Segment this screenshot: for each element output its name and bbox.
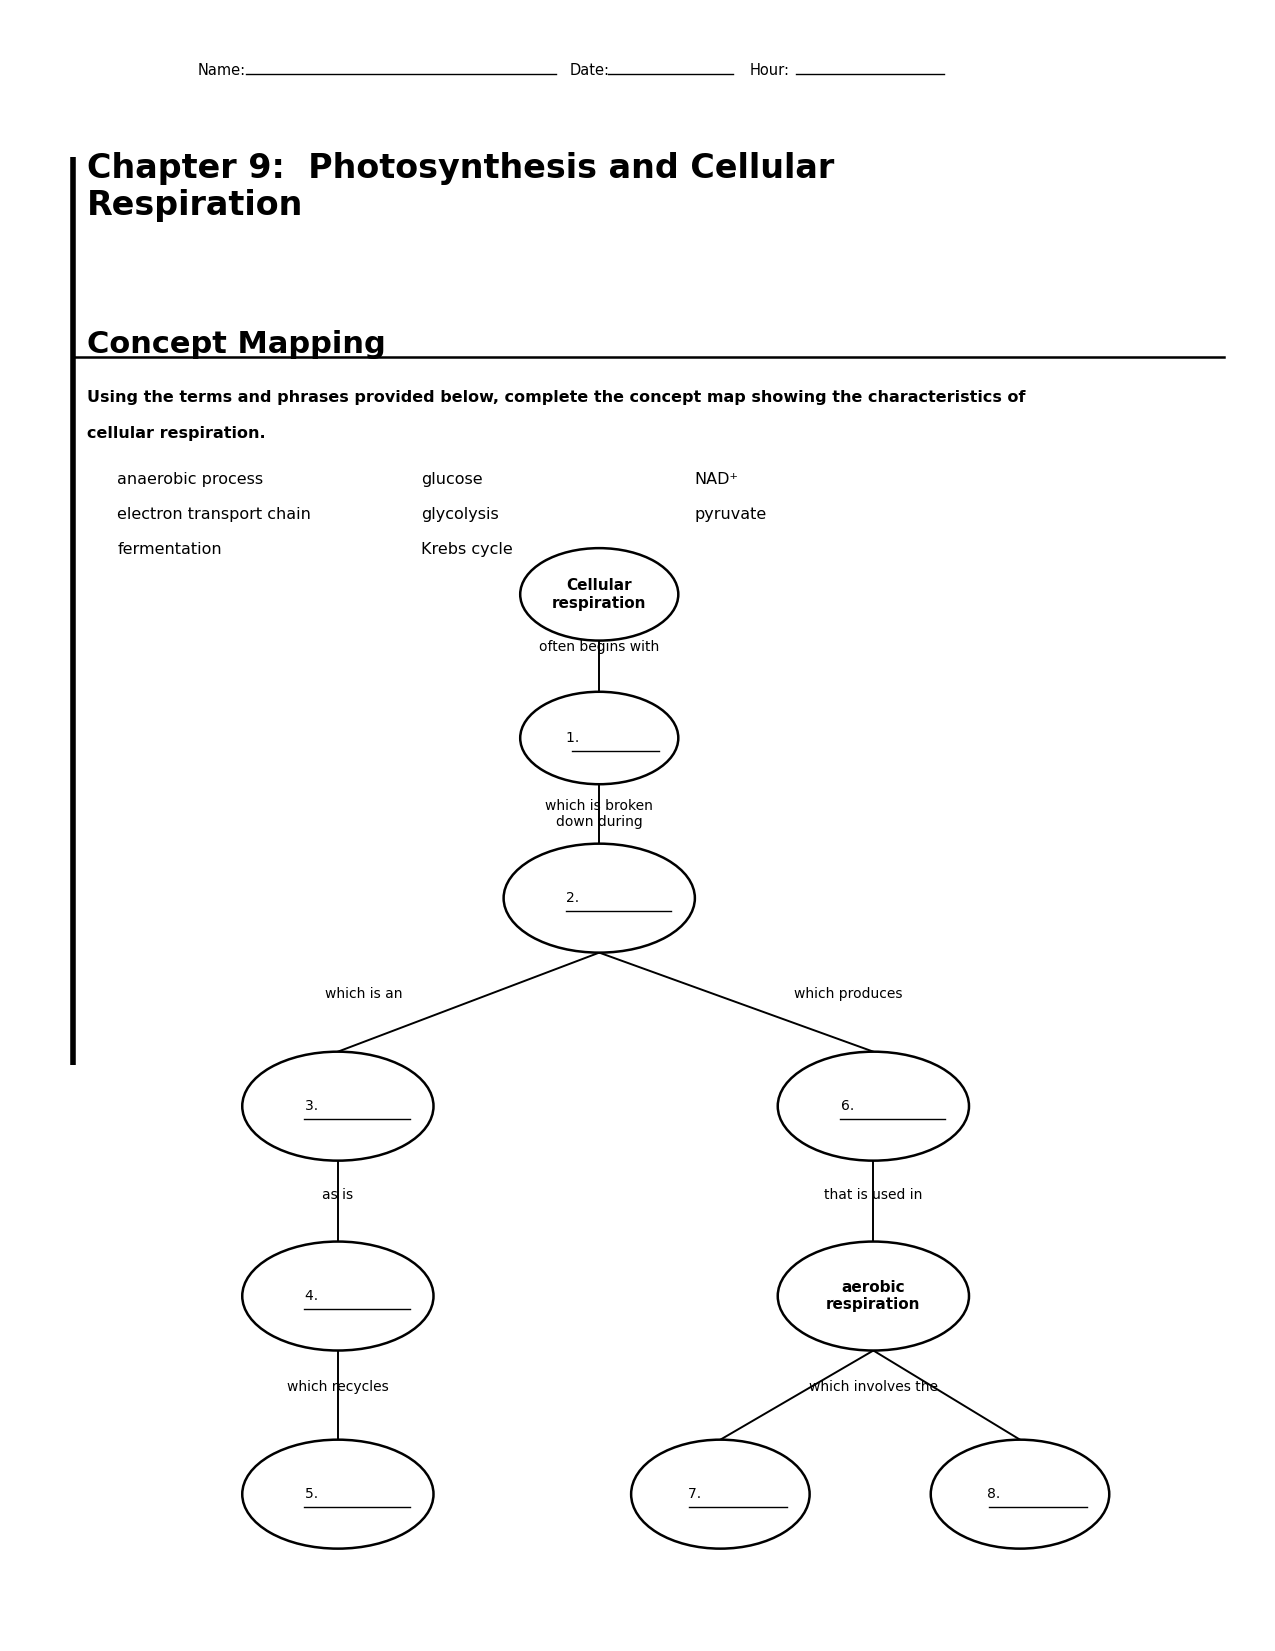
Text: 6.: 6. <box>840 1100 907 1113</box>
Text: that is used in: that is used in <box>824 1189 923 1202</box>
Ellipse shape <box>631 1440 810 1549</box>
Text: Name:: Name: <box>198 63 246 79</box>
Text: 1.: 1. <box>566 731 632 745</box>
Text: pyruvate: pyruvate <box>695 507 768 522</box>
Text: Krebs cycle: Krebs cycle <box>421 542 513 556</box>
Text: 5.: 5. <box>305 1488 371 1501</box>
Text: 2.: 2. <box>566 892 632 905</box>
Ellipse shape <box>242 1052 434 1161</box>
Text: Concept Mapping: Concept Mapping <box>87 330 385 360</box>
Ellipse shape <box>520 692 678 784</box>
Text: often begins with: often begins with <box>539 641 659 654</box>
Ellipse shape <box>520 548 678 641</box>
Text: NAD⁺: NAD⁺ <box>695 472 739 487</box>
Text: fermentation: fermentation <box>117 542 222 556</box>
Text: electron transport chain: electron transport chain <box>117 507 311 522</box>
Text: Hour:: Hour: <box>750 63 789 79</box>
Ellipse shape <box>931 1440 1109 1549</box>
Text: Chapter 9:  Photosynthesis and Cellular
Respiration: Chapter 9: Photosynthesis and Cellular R… <box>87 152 834 221</box>
Text: anaerobic process: anaerobic process <box>117 472 264 487</box>
Text: 4.: 4. <box>305 1289 371 1303</box>
Ellipse shape <box>778 1242 969 1351</box>
Text: Date:: Date: <box>570 63 609 79</box>
Ellipse shape <box>242 1242 434 1351</box>
Text: Cellular
respiration: Cellular respiration <box>552 578 646 611</box>
Text: glycolysis: glycolysis <box>421 507 499 522</box>
Text: which involves the: which involves the <box>808 1380 938 1393</box>
Text: 8.: 8. <box>987 1488 1053 1501</box>
Ellipse shape <box>242 1440 434 1549</box>
Text: Using the terms and phrases provided below, complete the concept map showing the: Using the terms and phrases provided bel… <box>87 390 1025 404</box>
Text: cellular respiration.: cellular respiration. <box>87 426 265 441</box>
Text: which recycles: which recycles <box>287 1380 389 1393</box>
Text: which produces: which produces <box>793 987 903 1001</box>
Text: aerobic
respiration: aerobic respiration <box>826 1280 921 1313</box>
Text: glucose: glucose <box>421 472 482 487</box>
Text: which is broken
down during: which is broken down during <box>546 799 653 829</box>
Text: 3.: 3. <box>305 1100 371 1113</box>
Text: as is: as is <box>323 1189 353 1202</box>
Text: 7.: 7. <box>687 1488 754 1501</box>
Ellipse shape <box>504 844 695 953</box>
Text: which is an: which is an <box>325 987 402 1001</box>
Ellipse shape <box>778 1052 969 1161</box>
